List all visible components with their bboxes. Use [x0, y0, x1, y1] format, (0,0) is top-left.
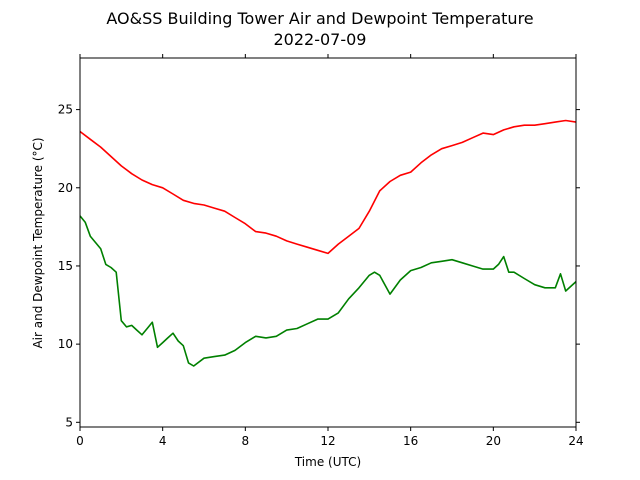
series-layer — [79, 119, 577, 367]
y-axis-label: Air and Dewpoint Temperature (°C) — [31, 137, 45, 348]
x-axis-label: Time (UTC) — [294, 455, 361, 469]
y-tick-label: 25 — [58, 103, 73, 117]
dewpoint-temperature-line — [79, 215, 577, 367]
x-tick-label: 4 — [159, 434, 167, 448]
x-tick-label: 0 — [76, 434, 84, 448]
y-tick-label: 20 — [58, 181, 73, 195]
x-tick-label: 20 — [486, 434, 501, 448]
x-tick-label: 16 — [403, 434, 418, 448]
y-tick-label: 10 — [58, 337, 73, 351]
air-temperature-line — [79, 119, 577, 255]
x-tick-label: 8 — [242, 434, 250, 448]
ticks-layer: 0 4 8 12 16 20 24 5 10 15 20 25 — [58, 54, 584, 448]
x-tick-label: 12 — [320, 434, 335, 448]
y-tick-label: 15 — [58, 259, 73, 273]
chart-subtitle: 2022-07-09 — [274, 30, 367, 49]
plot-frame — [79, 57, 577, 428]
x-tick-label: 24 — [568, 434, 583, 448]
y-tick-label: 5 — [65, 415, 73, 429]
chart-title: AO&SS Building Tower Air and Dewpoint Te… — [106, 9, 533, 28]
